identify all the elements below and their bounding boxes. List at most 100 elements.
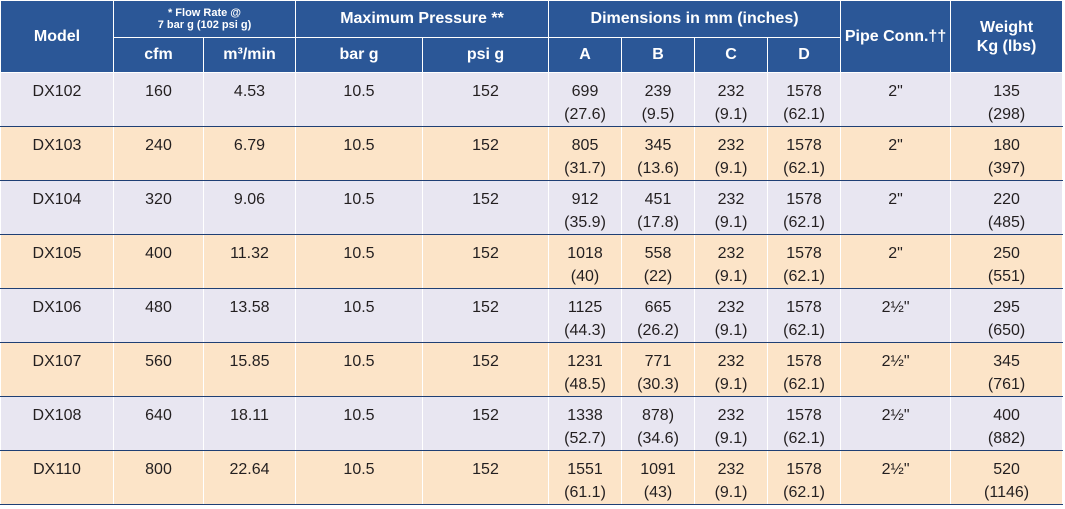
- cell-dim-c: 232 (9.1): [694, 450, 769, 505]
- cell-dim-b-primary: 878): [642, 407, 675, 424]
- cell-dim-a: 805 (31.7): [548, 126, 623, 181]
- cell-dim-c-primary: 232: [717, 299, 745, 316]
- cell-cfm: 560: [113, 342, 204, 397]
- cell-dim-c: 232 (9.1): [694, 180, 769, 235]
- header-cfm: cfm: [113, 37, 204, 73]
- header-weight-line1: Weight: [980, 18, 1034, 36]
- cell-weight: 295 (650): [950, 288, 1064, 343]
- cell-cfm: 160: [113, 72, 204, 127]
- cell-dim-b: 771 (30.3): [621, 342, 696, 397]
- cell-dim-d-secondary: (62.1): [783, 376, 825, 393]
- cell-weight-secondary: (761): [987, 376, 1026, 393]
- cell-dim-a-secondary: (40): [570, 268, 600, 285]
- cell-dim-c-secondary: (9.1): [714, 322, 748, 339]
- cell-pipe-conn: 2½": [840, 288, 952, 343]
- cell-dim-a-secondary: (44.3): [564, 322, 606, 339]
- cell-pipe-conn: 2½": [840, 450, 952, 505]
- cell-weight: 220 (485): [950, 180, 1064, 235]
- cell-pipe-conn: 2": [840, 234, 952, 289]
- cell-dim-a-secondary: (27.6): [564, 106, 606, 123]
- cell-dim-c-primary: 232: [717, 245, 745, 262]
- cell-bar-g: 10.5: [295, 342, 423, 397]
- cell-dim-b-secondary: (26.2): [637, 322, 679, 339]
- cell-weight: 250 (551): [950, 234, 1064, 289]
- cell-dim-d-primary: 1578: [786, 83, 822, 100]
- cell-psi-g: 152: [421, 126, 550, 181]
- cell-dim-a-secondary: (52.7): [564, 430, 606, 447]
- cell-dim-c-secondary: (9.1): [714, 214, 748, 231]
- cell-dim-c: 232 (9.1): [694, 342, 769, 397]
- cell-dim-c-secondary: (9.1): [714, 160, 748, 177]
- cell-weight-primary: 520: [993, 461, 1020, 478]
- cell-bar-g: 10.5: [295, 126, 423, 181]
- cell-dim-d: 1578 (62.1): [767, 72, 842, 127]
- cell-dim-c-secondary: (9.1): [714, 376, 748, 393]
- cell-m3min: 15.85: [203, 342, 296, 397]
- cell-dim-b-primary: 451: [644, 191, 672, 208]
- table-row: DX105 400 11.32 10.5 152 1018 (40) 558 (22) 232 (9…: [0, 234, 1064, 289]
- cell-dim-d-primary: 1578: [786, 191, 822, 208]
- cell-dim-d-secondary: (62.1): [783, 106, 825, 123]
- cell-dim-a-secondary: (61.1): [564, 484, 606, 501]
- cell-dim-c-primary: 232: [717, 461, 745, 478]
- cell-dim-d-primary: 1578: [786, 245, 822, 262]
- cell-dim-c-secondary: (9.1): [714, 106, 748, 123]
- cell-bar-g: 10.5: [295, 72, 423, 127]
- cell-dim-b-primary: 239: [644, 83, 672, 100]
- cell-dim-d-secondary: (62.1): [783, 214, 825, 231]
- cell-dim-d: 1578 (62.1): [767, 126, 842, 181]
- header-model: Model: [0, 0, 114, 73]
- cell-dim-b: 1091 (43): [621, 450, 696, 505]
- cell-weight-primary: 345: [993, 353, 1020, 370]
- cell-weight-primary: 220: [993, 191, 1020, 208]
- cell-pipe-conn: 2½": [840, 396, 952, 451]
- cell-dim-a-primary: 1125: [567, 299, 603, 316]
- cell-weight-secondary: (485): [987, 214, 1026, 231]
- cell-dim-a: 1338 (52.7): [548, 396, 623, 451]
- cell-dim-c-primary: 232: [717, 407, 745, 424]
- cell-dim-d: 1578 (62.1): [767, 180, 842, 235]
- cell-weight-secondary: (650): [987, 322, 1026, 339]
- cell-dim-d: 1578 (62.1): [767, 288, 842, 343]
- cell-dim-c: 232 (9.1): [694, 234, 769, 289]
- cell-dim-c: 232 (9.1): [694, 126, 769, 181]
- header-weight: Weight Kg (lbs): [950, 0, 1064, 73]
- header-dimensions: Dimensions in mm (inches): [548, 0, 842, 38]
- cell-dim-b: 239 (9.5): [621, 72, 696, 127]
- cell-dim-b: 665 (26.2): [621, 288, 696, 343]
- header-dim-d: D: [767, 37, 842, 73]
- cell-bar-g: 10.5: [295, 396, 423, 451]
- cell-psi-g: 152: [421, 234, 550, 289]
- cell-dim-c-secondary: (9.1): [714, 484, 748, 501]
- cell-dim-c: 232 (9.1): [694, 396, 769, 451]
- cell-pipe-conn: 2": [840, 72, 952, 127]
- cell-weight: 135 (298): [950, 72, 1064, 127]
- cell-m3min: 4.53: [203, 72, 296, 127]
- cell-psi-g: 152: [421, 288, 550, 343]
- cell-model: DX102: [0, 72, 114, 127]
- cell-model: DX108: [0, 396, 114, 451]
- cell-cfm: 480: [113, 288, 204, 343]
- cell-dim-d: 1578 (62.1): [767, 342, 842, 397]
- header-flow-rate: * Flow Rate @ 7 bar g (102 psi g): [113, 0, 296, 38]
- cell-dim-b-secondary: (22): [643, 268, 673, 285]
- table-header: Model * Flow Rate @ 7 bar g (102 psi g) …: [0, 0, 1064, 73]
- cell-m3min: 18.11: [203, 396, 296, 451]
- cell-dim-b-secondary: (30.3): [637, 376, 679, 393]
- cell-dim-a-primary: 1551: [567, 461, 603, 478]
- cell-dim-b: 451 (17.8): [621, 180, 696, 235]
- cell-bar-g: 10.5: [295, 234, 423, 289]
- cell-dim-b-secondary: (34.6): [637, 430, 679, 447]
- cell-dim-d: 1578 (62.1): [767, 396, 842, 451]
- cell-m3min: 6.79: [203, 126, 296, 181]
- cell-weight-primary: 135: [993, 83, 1020, 100]
- cell-dim-a: 699 (27.6): [548, 72, 623, 127]
- cell-dim-a: 912 (35.9): [548, 180, 623, 235]
- cell-cfm: 320: [113, 180, 204, 235]
- cell-model: DX103: [0, 126, 114, 181]
- cell-dim-b-primary: 665: [644, 299, 672, 316]
- cell-dim-a-secondary: (35.9): [564, 214, 606, 231]
- cell-dim-d: 1578 (62.1): [767, 450, 842, 505]
- cell-dim-a: 1018 (40): [548, 234, 623, 289]
- cell-dim-a-primary: 1338: [567, 407, 603, 424]
